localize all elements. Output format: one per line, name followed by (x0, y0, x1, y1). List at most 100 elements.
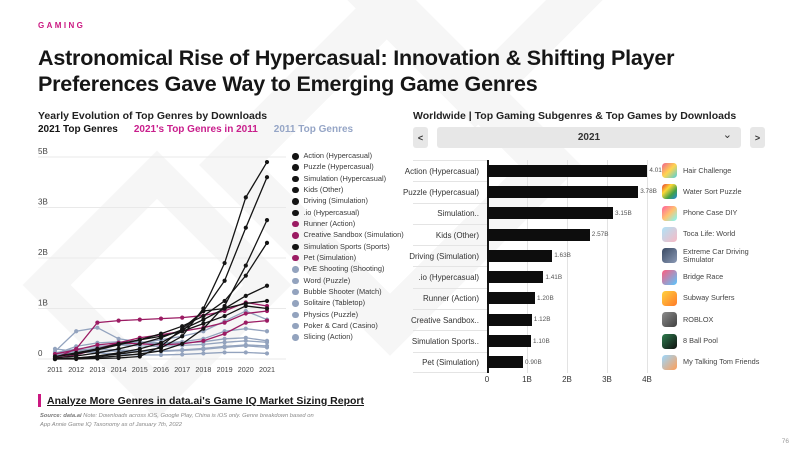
data-point (74, 347, 79, 353)
bar-category-label: Pet (Simulation) (413, 351, 487, 373)
data-point (201, 351, 206, 356)
x-tick-label: 2013 (89, 365, 105, 374)
legend-dot-icon (292, 266, 299, 273)
data-point (264, 159, 270, 165)
data-point (201, 313, 206, 319)
legend-item: .io (Hypercasual) (292, 207, 410, 218)
bar-value-label: 4.01B (649, 167, 667, 175)
app-icon (662, 205, 677, 221)
data-point (180, 341, 185, 346)
data-point (201, 346, 206, 351)
legend-item: Slicing (Action) (292, 333, 410, 342)
legend-item: Kids (Other) (292, 185, 410, 195)
data-point (222, 350, 227, 355)
report-link[interactable]: Analyze More Genres in data.ai's Game IQ… (38, 394, 364, 407)
bar-axis-line (487, 160, 489, 373)
data-point (222, 344, 227, 349)
next-year-button[interactable]: > (750, 127, 765, 148)
bar-row: Pet (Simulation) 0.90B (413, 351, 663, 373)
page-title: Astronomical Rise of Hypercasual: Innova… (38, 46, 675, 97)
bar-category-label: Simulation.. (413, 202, 487, 224)
data-point (264, 351, 270, 356)
legend-label: PvE Shooting (Shooting) (303, 264, 385, 274)
data-point (222, 336, 227, 341)
data-point (180, 329, 185, 334)
bar (487, 271, 544, 284)
legend-group-2021-in-2011: 2021's Top Genres in 2011 (133, 124, 258, 135)
legend-label: Physics (Puzzle) (303, 309, 359, 319)
data-point (158, 348, 164, 354)
y-tick-label: 3B (38, 198, 48, 207)
data-point (180, 315, 185, 320)
data-point (158, 352, 164, 358)
data-point (180, 334, 185, 339)
bar (487, 207, 613, 220)
bar-x-tick-label: 1B (522, 374, 532, 384)
data-point (222, 260, 227, 266)
data-point (180, 347, 185, 353)
y-tick-label: 5B (38, 147, 48, 156)
data-point (116, 350, 121, 356)
data-point (116, 346, 121, 351)
bar-value-label: 3.78B (640, 188, 657, 196)
legend-item: Word (Puzzle) (292, 276, 410, 286)
data-point (243, 342, 248, 347)
data-point (95, 350, 100, 356)
data-point (264, 240, 270, 245)
previous-year-button[interactable]: < (413, 127, 428, 148)
legend-label: .io (Hypercasual) (303, 207, 360, 217)
bar-chart: Action (Hypercasual) 4.01B Puzzle (Hyperca… (403, 160, 666, 387)
source-note: Source: data.ai Note: Downloads across i… (40, 412, 322, 429)
legend-dot-icon (292, 254, 299, 262)
legend-item: Simulation Sports (Sports) (292, 242, 410, 252)
bar-gridline (527, 160, 528, 373)
bar-track: 1.41B (487, 266, 663, 287)
bar-value-label: 1.20B (537, 294, 554, 302)
app-list-item: ROBLOX (662, 309, 774, 330)
data-point (243, 326, 248, 331)
x-tick-label: 2012 (68, 365, 84, 374)
data-point (74, 353, 79, 359)
app-icon (662, 227, 677, 243)
x-tick-label: 2017 (174, 365, 190, 374)
legend-item: Action (Hypercasual) (292, 151, 410, 161)
bar-track: 4.01B (487, 160, 666, 181)
data-point (74, 350, 79, 356)
legend-item: Bubble Shooter (Match) (292, 287, 410, 297)
y-tick-label: 0 (38, 349, 43, 358)
data-point (201, 317, 206, 322)
legend-item: Simulation (Hypercasual) (292, 174, 410, 184)
chevron-down-icon: ⌄ (722, 129, 732, 141)
app-name: Extreme Car Driving Simulator (683, 246, 749, 264)
legend-dot-icon (292, 322, 299, 330)
data-point (243, 335, 248, 340)
bar-track: 0.90B (487, 352, 663, 373)
legend-dot-icon (292, 334, 299, 341)
data-point (243, 273, 248, 278)
data-point (222, 313, 227, 319)
data-point (74, 329, 79, 334)
legend-dot-icon (292, 164, 299, 171)
x-tick-label: 2016 (153, 365, 169, 374)
x-tick-label: 2015 (132, 365, 148, 374)
data-point (158, 340, 164, 345)
app-name: 8 Ball Pool (683, 335, 718, 345)
page-number: 76 (781, 438, 789, 445)
bar-gridline (647, 160, 648, 373)
legend-item: Runner (Action) (292, 219, 410, 229)
legend-label: Driving (Simulation) (303, 196, 368, 206)
year-dropdown[interactable]: 2021 ⌄ (437, 127, 741, 148)
legend-item: Pet (Simulation) (292, 253, 410, 263)
bar-row: Creative Sandbox.. 1.12B (411, 309, 663, 330)
data-point (137, 337, 142, 342)
legend-dot-icon (292, 288, 299, 296)
data-point (52, 346, 58, 351)
legend-item: Puzzle (Hypercasual) (292, 163, 410, 172)
bar (487, 292, 535, 305)
bar-row: Simulation Sports.. 1.10B (412, 330, 663, 351)
data-point (201, 338, 206, 343)
bar-gridline (567, 160, 568, 373)
bar-value-label: 0.90B (525, 358, 542, 366)
legend-dot-icon (292, 175, 299, 183)
